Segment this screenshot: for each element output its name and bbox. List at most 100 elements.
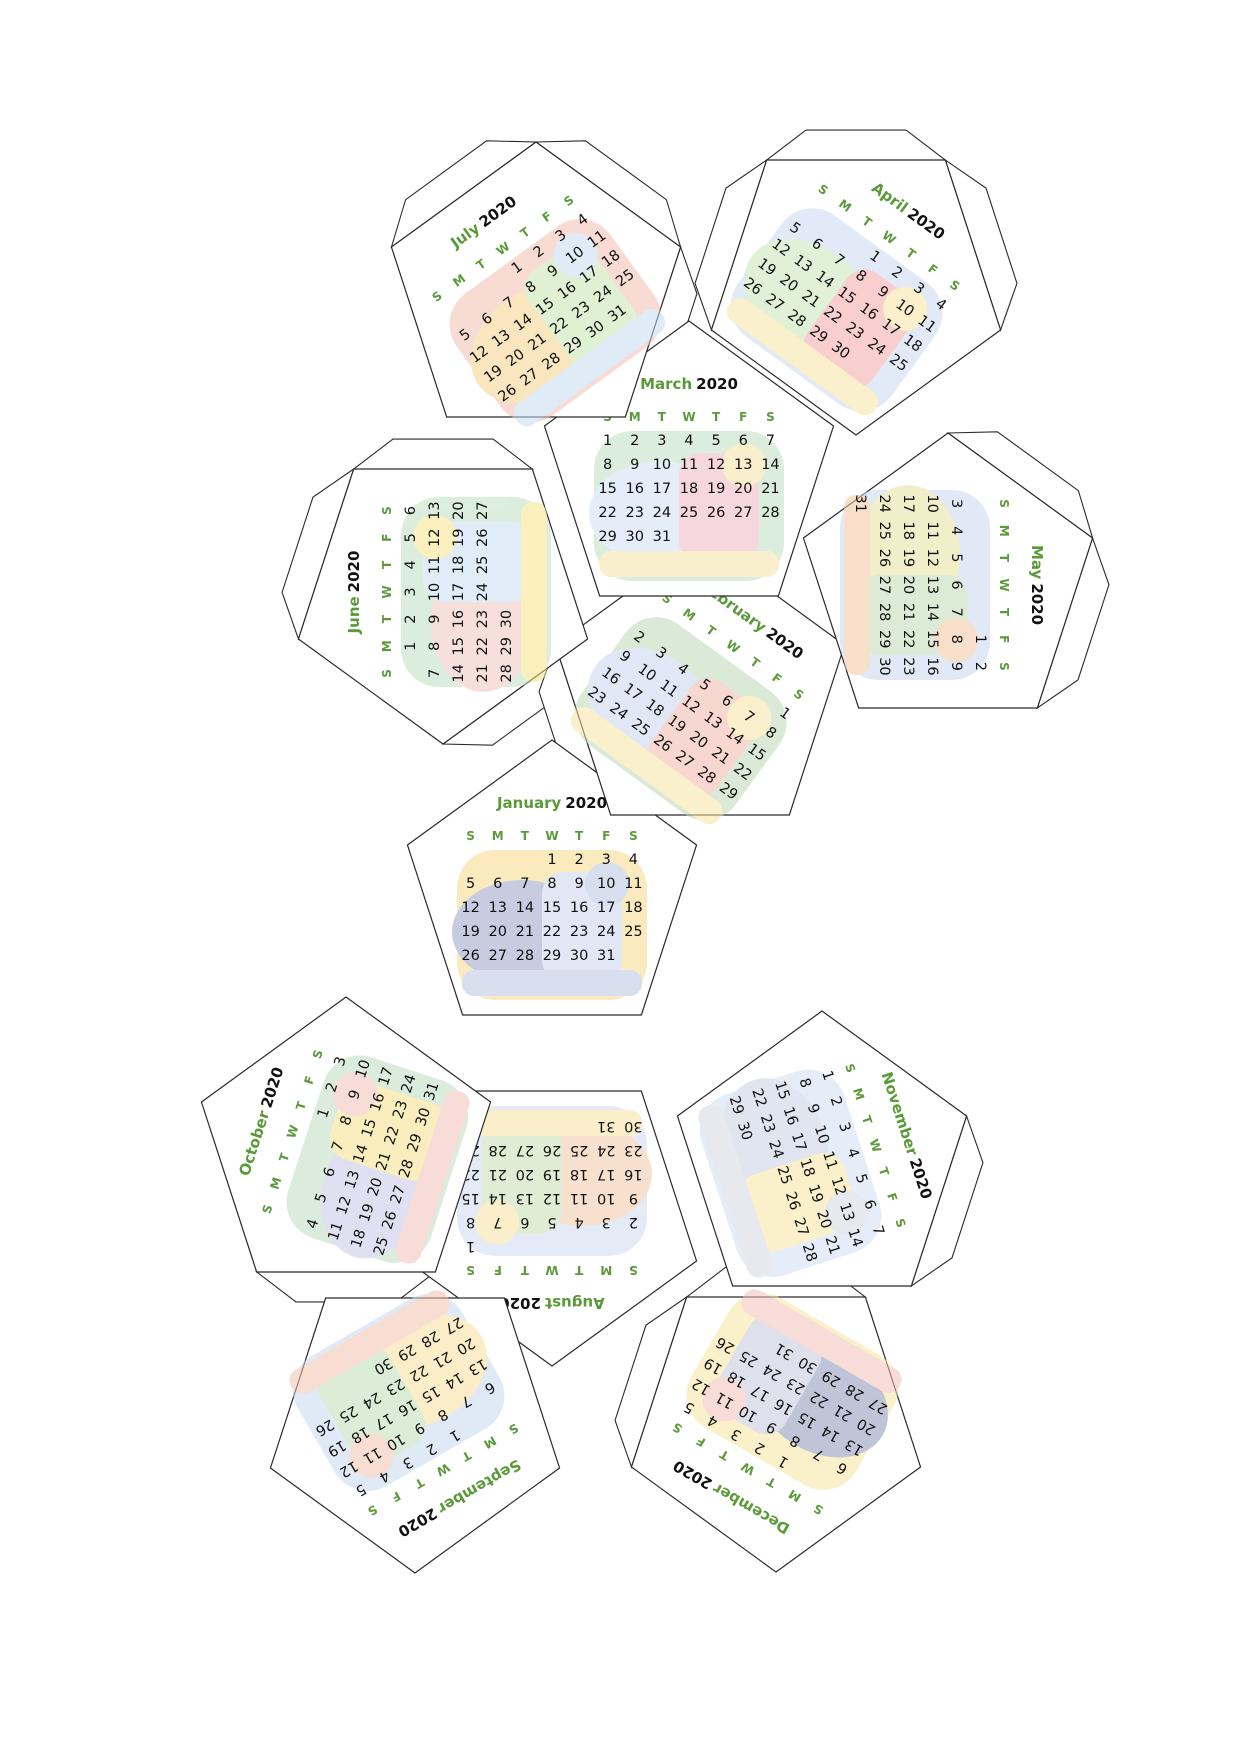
weekday-letter: M — [997, 525, 1011, 537]
day-number: 3 — [602, 1214, 611, 1230]
day-number: 18 — [796, 1157, 817, 1179]
day-number: 29 — [876, 630, 892, 648]
weekday-letter: S — [466, 829, 475, 843]
illustration — [726, 208, 943, 416]
day-number: 25 — [876, 521, 892, 539]
weekday-letter: T — [521, 829, 530, 843]
day-number: 3 — [948, 499, 964, 508]
weekday-letter: F — [997, 635, 1011, 643]
weekday-letter: M — [600, 1263, 612, 1277]
day-number: 21 — [430, 1348, 454, 1371]
day-number: 22 — [748, 1087, 769, 1109]
month-title: January 2020 — [496, 794, 607, 812]
day-number: 10 — [353, 1058, 374, 1080]
day-number: 21 — [821, 1234, 842, 1256]
day-number: 1 — [403, 642, 419, 651]
month-title: March 2020 — [640, 375, 738, 393]
day-number: 11 — [680, 457, 698, 473]
day-number: 22 — [382, 1124, 403, 1146]
calendar-may: May2020SMTWTFS12345678910111213141516171… — [840, 485, 1046, 680]
day-number: 26 — [876, 549, 892, 567]
day-number: 3 — [602, 852, 611, 868]
weekday-letter: W — [997, 578, 1011, 591]
weekday-letter: F — [602, 829, 610, 843]
day-number: 29 — [820, 1367, 844, 1390]
day-number: 9 — [629, 1190, 638, 1206]
day-number: 15 — [796, 1408, 820, 1431]
day-number: 5 — [948, 553, 964, 562]
day-number: 10 — [653, 457, 671, 473]
day-number: 28 — [843, 1380, 867, 1403]
day-number: 17 — [451, 583, 467, 601]
month-title: June 2020 — [345, 551, 363, 635]
day-number: 31 — [653, 529, 671, 545]
day-number: 18 — [348, 1423, 372, 1446]
day-number: 20 — [365, 1176, 386, 1198]
day-number: 31 — [597, 948, 615, 964]
day-number: 30 — [734, 1120, 755, 1142]
day-number: 24 — [876, 494, 892, 512]
day-number: 24 — [360, 1388, 384, 1411]
day-number: 27 — [516, 1142, 534, 1158]
face-october: October2020SMTWTFS1234567891011121314151… — [200, 996, 492, 1273]
day-number: 24 — [765, 1138, 786, 1160]
day-number: 25 — [570, 1142, 588, 1158]
day-number: 2 — [630, 433, 639, 449]
day-number: 13 — [516, 1190, 534, 1206]
day-number: 12 — [924, 549, 940, 567]
day-number: 29 — [395, 1340, 419, 1363]
day-number: 31 — [597, 1118, 615, 1134]
day-number: 23 — [624, 1142, 642, 1158]
day-number: 14 — [442, 1368, 466, 1391]
day-number: 27 — [867, 1394, 891, 1417]
weekday-letter: W — [434, 1460, 452, 1479]
day-number: 16 — [395, 1396, 419, 1419]
day-number: 4 — [684, 433, 693, 449]
face-september: September2020SMTWTFS12345678910111213141… — [269, 1290, 561, 1574]
weekday-letter: T — [575, 829, 584, 843]
glue-tab — [352, 438, 534, 470]
day-number: 31 — [852, 494, 868, 512]
day-number: 30 — [876, 657, 892, 675]
month-name: January — [496, 794, 562, 812]
day-number: 4 — [575, 1214, 584, 1230]
year-label: 2020 — [1028, 583, 1046, 625]
weekday-letter: S — [997, 662, 1011, 671]
day-number: 14 — [488, 1190, 506, 1206]
illustration — [401, 497, 551, 692]
day-number: 29 — [726, 1094, 747, 1116]
day-number: 28 — [418, 1327, 442, 1350]
day-number: 1 — [603, 433, 612, 449]
day-number: 8 — [427, 642, 443, 651]
day-number: 28 — [761, 505, 779, 521]
weekday-letter: W — [284, 1123, 301, 1140]
day-number: 26 — [380, 1209, 401, 1231]
day-number: 17 — [900, 494, 916, 512]
day-number: 26 — [543, 1142, 561, 1158]
day-number: 4 — [948, 526, 964, 535]
calendar-july: July2020SMTWTFS1234567891011121314151617… — [430, 192, 666, 427]
day-number: 13 — [427, 501, 443, 519]
calendar-october: October2020SMTWTFS1234567891011121314151… — [235, 1048, 470, 1264]
day-number: 16 — [368, 1091, 389, 1113]
weekday-letter: W — [380, 585, 394, 598]
day-number: 15 — [419, 1382, 443, 1405]
day-number: 15 — [924, 630, 940, 648]
month-name: August — [545, 1294, 605, 1312]
day-number: 26 — [461, 948, 479, 964]
day-number: 15 — [461, 1190, 479, 1206]
month-title: May 2020 — [1028, 545, 1046, 625]
day-number: 28 — [876, 603, 892, 621]
day-number: 27 — [734, 505, 752, 521]
day-number: 10 — [597, 1190, 615, 1206]
day-number: 17 — [749, 1381, 773, 1404]
calendar-june: June2020SMTWTFS1234567891011121314151617… — [345, 497, 551, 692]
face-april: April2020SMTWTFS123456789101112131415161… — [710, 159, 1002, 436]
day-number: 8 — [603, 457, 612, 473]
day-number: 14 — [451, 664, 467, 682]
day-number: 26 — [312, 1416, 336, 1439]
weekday-letter: F — [380, 534, 394, 542]
day-number: 22 — [598, 505, 616, 521]
day-number: 27 — [488, 948, 506, 964]
